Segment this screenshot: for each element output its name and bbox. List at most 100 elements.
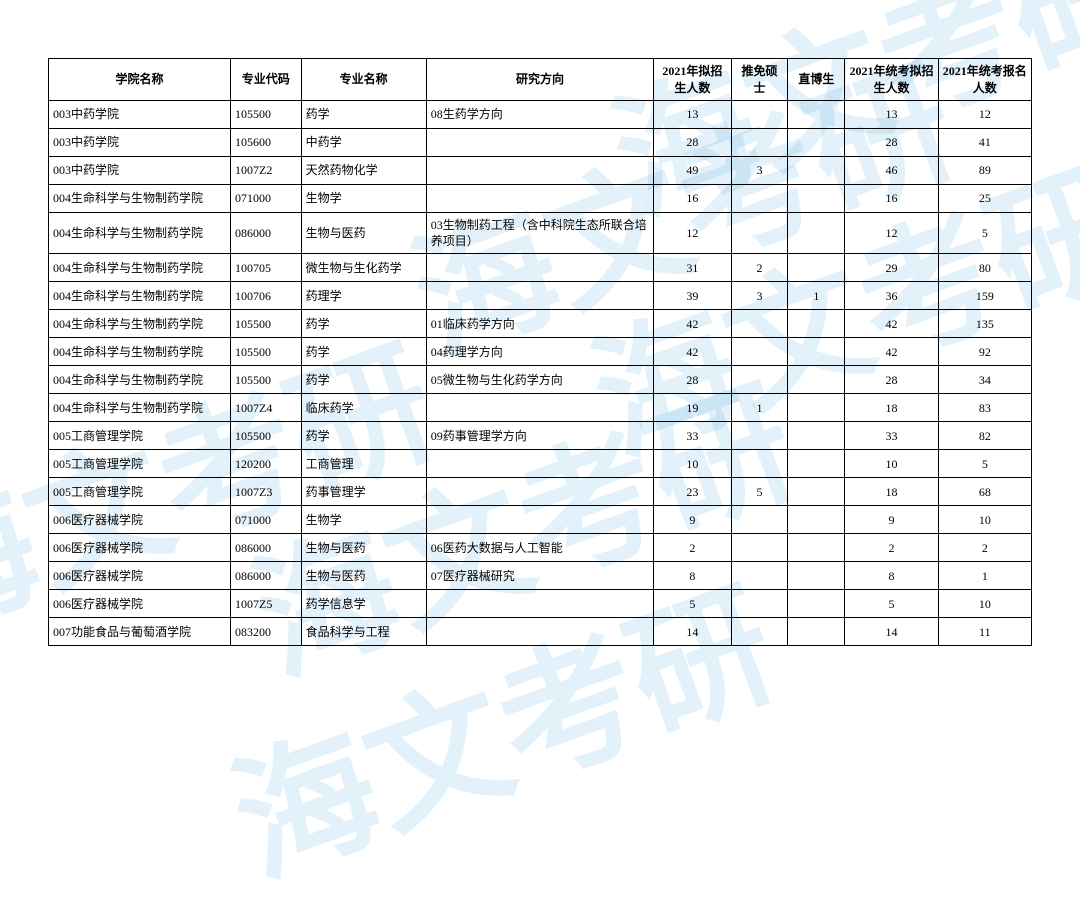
table-cell: 12 (654, 213, 731, 254)
table-cell: 1007Z2 (231, 157, 302, 185)
table-cell (731, 129, 788, 157)
table-cell: 004生命科学与生物制药学院 (49, 338, 231, 366)
table-cell (731, 562, 788, 590)
table-cell: 19 (654, 394, 731, 422)
table-cell (788, 338, 845, 366)
table-cell (426, 254, 654, 282)
table-cell: 5 (938, 213, 1031, 254)
table-cell (788, 254, 845, 282)
table-header-row: 学院名称 专业代码 专业名称 研究方向 2021年拟招生人数 推免硕士 直博生 … (49, 59, 1032, 101)
table-cell (788, 101, 845, 129)
table-cell: 04药理学方向 (426, 338, 654, 366)
table-cell: 004生命科学与生物制药学院 (49, 394, 231, 422)
table-cell (788, 478, 845, 506)
table-cell: 06医药大数据与人工智能 (426, 534, 654, 562)
table-cell: 39 (654, 282, 731, 310)
table-row: 004生命科学与生物制药学院105500药学01临床药学方向4242135 (49, 310, 1032, 338)
table-cell: 11 (938, 618, 1031, 646)
table-cell: 药学 (301, 310, 426, 338)
table-row: 005工商管理学院105500药学09药事管理学方向333382 (49, 422, 1032, 450)
table-row: 004生命科学与生物制药学院086000生物与医药03生物制药工程（含中科院生态… (49, 213, 1032, 254)
table-cell: 100706 (231, 282, 302, 310)
table-cell: 135 (938, 310, 1031, 338)
table-cell: 1 (938, 562, 1031, 590)
col-header-major-name: 专业名称 (301, 59, 426, 101)
table-cell: 生物与医药 (301, 534, 426, 562)
table-cell: 42 (654, 310, 731, 338)
table-cell: 食品科学与工程 (301, 618, 426, 646)
table-cell: 159 (938, 282, 1031, 310)
table-cell (731, 618, 788, 646)
table-cell (426, 590, 654, 618)
table-cell: 临床药学 (301, 394, 426, 422)
col-header-planned-2021: 2021年拟招生人数 (654, 59, 731, 101)
table-row: 006医疗器械学院086000生物与医药07医疗器械研究881 (49, 562, 1032, 590)
table-cell: 生物与医药 (301, 213, 426, 254)
table-row: 005工商管理学院1007Z3药事管理学2351868 (49, 478, 1032, 506)
table-row: 006医疗器械学院071000生物学9910 (49, 506, 1032, 534)
table-cell (426, 478, 654, 506)
table-cell: 006医疗器械学院 (49, 562, 231, 590)
table-cell: 1007Z4 (231, 394, 302, 422)
table-cell (731, 422, 788, 450)
col-header-research-direction: 研究方向 (426, 59, 654, 101)
table-cell: 03生物制药工程（含中科院生态所联合培养项目） (426, 213, 654, 254)
table-cell: 005工商管理学院 (49, 450, 231, 478)
table-cell: 086000 (231, 213, 302, 254)
table-cell: 105500 (231, 101, 302, 129)
table-cell: 1 (731, 394, 788, 422)
table-cell (788, 366, 845, 394)
table-row: 003中药学院105600中药学282841 (49, 129, 1032, 157)
table-cell: 5 (654, 590, 731, 618)
table-cell: 1007Z5 (231, 590, 302, 618)
table-cell (788, 129, 845, 157)
table-cell: 09药事管理学方向 (426, 422, 654, 450)
table-cell: 006医疗器械学院 (49, 534, 231, 562)
table-cell: 药学 (301, 101, 426, 129)
table-cell: 2 (845, 534, 938, 562)
table-cell: 8 (654, 562, 731, 590)
table-cell: 13 (654, 101, 731, 129)
table-cell: 003中药学院 (49, 129, 231, 157)
table-cell: 工商管理 (301, 450, 426, 478)
table-cell: 29 (845, 254, 938, 282)
table-cell (426, 450, 654, 478)
table-cell: 004生命科学与生物制药学院 (49, 213, 231, 254)
table-cell: 2 (731, 254, 788, 282)
table-cell: 086000 (231, 534, 302, 562)
table-cell: 25 (938, 185, 1031, 213)
table-cell: 006医疗器械学院 (49, 506, 231, 534)
col-header-college: 学院名称 (49, 59, 231, 101)
col-header-exam-planned-2021: 2021年统考拟招生人数 (845, 59, 938, 101)
table-cell: 01临床药学方向 (426, 310, 654, 338)
page-container: 学院名称 专业代码 专业名称 研究方向 2021年拟招生人数 推免硕士 直博生 … (0, 0, 1080, 686)
table-cell: 49 (654, 157, 731, 185)
table-cell (788, 185, 845, 213)
table-cell: 34 (938, 366, 1031, 394)
table-row: 003中药学院105500药学08生药学方向131312 (49, 101, 1032, 129)
table-cell: 13 (845, 101, 938, 129)
table-cell: 药学 (301, 366, 426, 394)
table-cell (731, 101, 788, 129)
table-cell (426, 506, 654, 534)
table-cell: 004生命科学与生物制药学院 (49, 366, 231, 394)
col-header-exam-applicants-2021: 2021年统考报名人数 (938, 59, 1031, 101)
table-cell: 005工商管理学院 (49, 478, 231, 506)
table-body: 003中药学院105500药学08生药学方向131312003中药学院10560… (49, 101, 1032, 646)
table-cell: 83 (938, 394, 1031, 422)
table-cell: 28 (654, 129, 731, 157)
table-cell (426, 282, 654, 310)
table-cell: 33 (654, 422, 731, 450)
table-cell: 中药学 (301, 129, 426, 157)
enrollment-table: 学院名称 专业代码 专业名称 研究方向 2021年拟招生人数 推免硕士 直博生 … (48, 58, 1032, 646)
table-cell: 18 (845, 394, 938, 422)
table-cell (426, 185, 654, 213)
table-cell: 33 (845, 422, 938, 450)
table-cell (426, 394, 654, 422)
col-header-recommended: 推免硕士 (731, 59, 788, 101)
table-cell: 82 (938, 422, 1031, 450)
table-row: 006医疗器械学院086000生物与医药06医药大数据与人工智能222 (49, 534, 1032, 562)
table-cell: 120200 (231, 450, 302, 478)
table-cell: 80 (938, 254, 1031, 282)
table-cell: 105500 (231, 338, 302, 366)
